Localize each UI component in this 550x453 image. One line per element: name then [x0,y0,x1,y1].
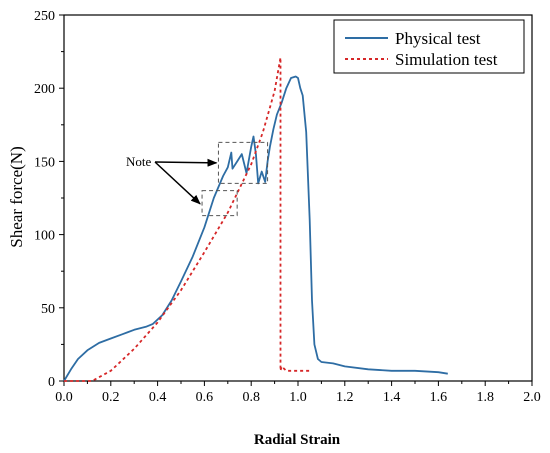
y-tick-label: 200 [34,82,55,97]
x-tick-label: 1.4 [383,390,401,405]
axes-layer: 0.0 0.2 0.4 0.6 0.8 1.0 1.2 1.4 1.6 1.8 2.0 0 50 100 1… [34,9,541,405]
y-tick-label: 50 [41,302,55,317]
x-tick-label: 1.6 [430,390,448,405]
series-line-physical [63,75,448,382]
legend-label-simulation: Simulation test [395,50,498,69]
y-axis-title: Shear force(N) [7,146,26,247]
note-layer [154,141,269,217]
x-tick-label: 0.8 [242,390,260,405]
x-tick-label: 0.2 [102,390,120,405]
note-box [217,141,269,184]
y-tick-label: 0 [48,375,55,390]
legend-label-physical: Physical test [395,29,481,48]
legend-box [333,19,525,74]
note-label: Note [126,154,152,169]
legend: Physical test Simulation test [333,19,525,74]
x-axis-title: Radial Strain [254,432,341,448]
note-arrow [154,158,218,167]
y-tick-label: 100 [34,229,55,244]
x-tick-label: 0.4 [149,390,167,405]
x-tick-label: 1.8 [476,390,494,405]
y-tick-label: 150 [34,155,55,170]
series-line-simulation [64,56,310,382]
x-tick-label: 0.6 [196,390,214,405]
note-arrow [154,161,201,205]
y-tick-label: 250 [34,9,55,24]
x-tick-label: 1.0 [289,390,307,405]
x-tick-label: 1.2 [336,390,354,405]
note-box [201,190,238,217]
x-tick-label: 0.0 [55,390,73,405]
x-tick-label: 2.0 [523,390,541,405]
data-layer [63,56,448,382]
